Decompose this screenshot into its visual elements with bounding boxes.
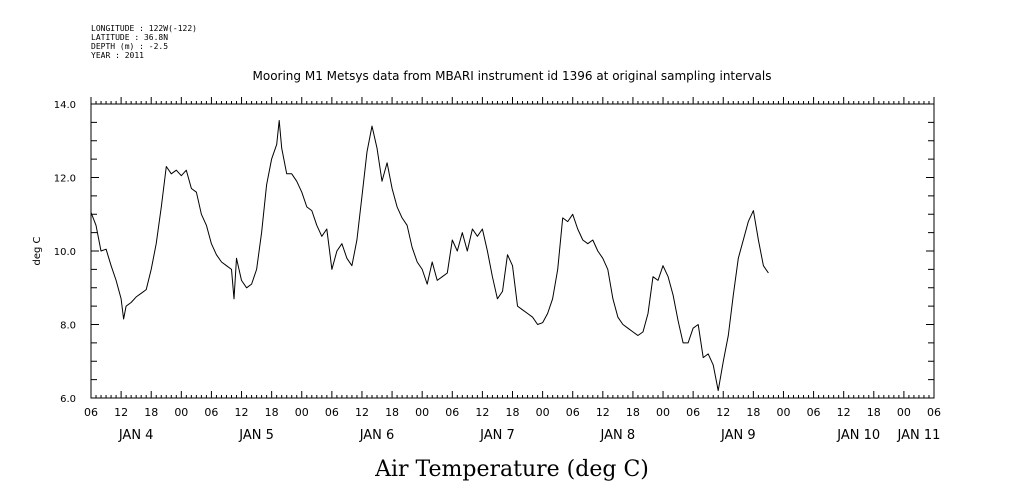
x-tick-label: 18 [144, 406, 158, 419]
x-tick-label: 18 [385, 406, 399, 419]
chart-title: Mooring M1 Metsys data from MBARI instru… [253, 69, 772, 83]
x-day-label: JAN 9 [720, 428, 756, 443]
y-axis-label: deg C [32, 236, 43, 265]
x-tick-label: 06 [927, 406, 941, 419]
y-tick-label: 12.0 [54, 174, 76, 185]
meta-latitude: LATITUDE : 36.8N [91, 33, 168, 42]
x-tick-label: 06 [686, 406, 700, 419]
meta-longitude: LONGITUDE : 122W(-122) [91, 24, 197, 33]
x-tick-label: 06 [204, 406, 218, 419]
y-tick-label: 8.0 [60, 321, 76, 332]
x-day-label: JAN 7 [479, 428, 515, 443]
x-tick-label: 12 [716, 406, 730, 419]
x-tick-label: 12 [837, 406, 851, 419]
x-day-label: JAN 10 [836, 428, 880, 443]
y-tick-label: 6.0 [60, 394, 76, 405]
x-day-label: JAN 6 [359, 428, 395, 443]
x-tick-label: 12 [235, 406, 249, 419]
x-axis: 06 12 18 00 06 12 18 00 06 12 18 00 06 12 18 00 06 12 18 00… [84, 97, 941, 443]
x-tick-label: 00 [415, 406, 429, 419]
series-line [90, 120, 769, 392]
x-tick-label: 00 [536, 406, 550, 419]
x-day-label: JAN 8 [600, 428, 636, 443]
x-tick-label: 06 [445, 406, 459, 419]
series-layer [90, 120, 769, 392]
x-tick-label: 18 [746, 406, 760, 419]
x-tick-label: 18 [265, 406, 279, 419]
x-tick-label: 00 [174, 406, 188, 419]
x-tick-label: 00 [776, 406, 790, 419]
x-tick-label: 00 [656, 406, 670, 419]
x-tick-label: 18 [626, 406, 640, 419]
x-day-label: JAN 5 [238, 428, 274, 443]
plot-frame [90, 103, 935, 399]
x-tick-label: 12 [355, 406, 369, 419]
x-tick-label: 06 [84, 406, 98, 419]
x-tick-label: 12 [114, 406, 128, 419]
y-tick-label: 14.0 [54, 100, 76, 111]
y-tick-label: 10.0 [54, 247, 76, 258]
meta-depth: DEPTH (m) : -2.5 [91, 42, 168, 51]
x-day-label: JAN 4 [118, 428, 154, 443]
x-tick-label: 00 [897, 406, 911, 419]
x-tick-label: 18 [506, 406, 520, 419]
x-tick-label: 18 [867, 406, 881, 419]
x-tick-label: 06 [807, 406, 821, 419]
x-tick-label: 12 [596, 406, 610, 419]
x-tick-label: 06 [325, 406, 339, 419]
x-axis-label: Air Temperature (deg C) [374, 457, 649, 482]
x-tick-label: 12 [475, 406, 489, 419]
meta-year: YEAR : 2011 [91, 51, 144, 60]
x-tick-label: 06 [566, 406, 580, 419]
y-axis: 6.0 8.0 10.0 12.0 14.0 [54, 100, 934, 405]
x-tick-label: 00 [295, 406, 309, 419]
x-day-label: JAN 11 [896, 428, 940, 443]
